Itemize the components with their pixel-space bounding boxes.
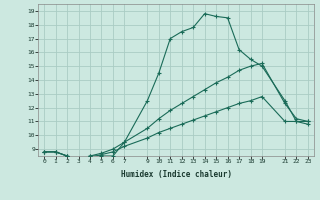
X-axis label: Humidex (Indice chaleur): Humidex (Indice chaleur) <box>121 170 231 179</box>
